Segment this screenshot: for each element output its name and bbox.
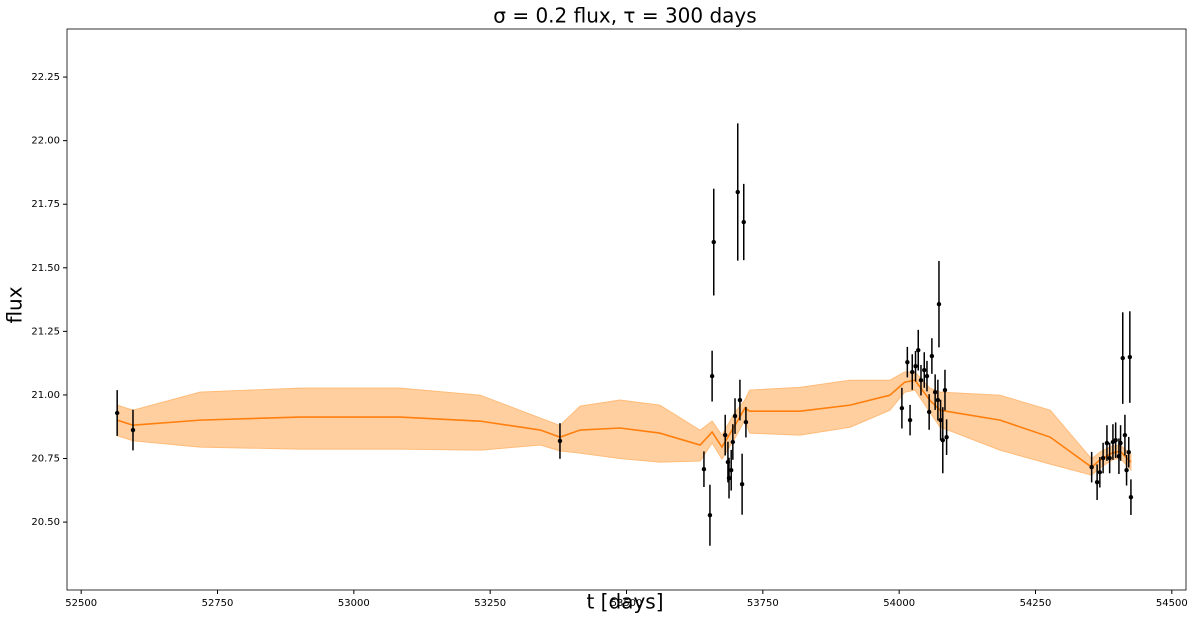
data-point xyxy=(1118,440,1123,446)
y-tick-label: 21.00 xyxy=(31,390,60,401)
data-point xyxy=(732,413,738,419)
data-point xyxy=(114,410,120,416)
data-point xyxy=(899,405,905,411)
data-point xyxy=(918,377,924,383)
x-tick-label: 54500 xyxy=(1156,598,1188,609)
data-point xyxy=(711,239,716,245)
data-point xyxy=(1113,438,1118,443)
data-point xyxy=(922,367,927,373)
data-point xyxy=(739,482,745,487)
data-point xyxy=(737,397,743,403)
data-point xyxy=(741,219,746,225)
data-point xyxy=(743,419,749,425)
data-point xyxy=(1104,440,1110,446)
data-point xyxy=(910,369,915,375)
confidence-band xyxy=(116,371,1132,476)
x-tick-label: 54000 xyxy=(883,598,915,609)
data-point xyxy=(729,468,734,473)
data-point xyxy=(709,373,715,379)
plot-frame xyxy=(66,28,1187,591)
y-tick-label: 21.25 xyxy=(31,326,60,337)
y-tick-label: 21.75 xyxy=(31,199,60,210)
data-point xyxy=(701,467,707,472)
data-point xyxy=(557,438,563,444)
data-point xyxy=(1122,432,1128,438)
data-point xyxy=(1100,455,1106,461)
data-point xyxy=(938,417,943,423)
data-point xyxy=(1124,468,1129,473)
x-tick-label: 53750 xyxy=(747,598,779,609)
data-point xyxy=(935,397,941,403)
data-point xyxy=(723,432,728,438)
x-tick-label: 52500 xyxy=(65,598,97,609)
data-point xyxy=(1089,464,1094,470)
y-tick-label: 20.75 xyxy=(31,454,60,465)
x-tick-label: 53250 xyxy=(474,598,506,609)
data-point xyxy=(932,389,938,395)
data-point xyxy=(929,353,935,359)
data-point xyxy=(1120,355,1125,361)
data-point xyxy=(1126,449,1131,455)
data-point xyxy=(907,417,913,423)
y-tick-label: 20.50 xyxy=(31,517,60,528)
y-axis-label: flux xyxy=(3,286,27,323)
data-point xyxy=(735,189,740,195)
data-point xyxy=(707,513,713,518)
data-point xyxy=(730,439,736,445)
data-point xyxy=(1094,479,1100,485)
data-point xyxy=(924,373,930,379)
data-point xyxy=(936,301,942,307)
y-tick-label: 22.00 xyxy=(31,136,60,147)
y-tick-label: 21.50 xyxy=(31,263,60,274)
data-point xyxy=(942,387,948,393)
data-point xyxy=(916,347,921,353)
x-axis-label: t [days] xyxy=(586,590,663,614)
data-point xyxy=(913,364,918,369)
data-point xyxy=(130,427,136,433)
data-point xyxy=(926,409,932,415)
data-point xyxy=(1128,494,1134,500)
chart-title: σ = 0.2 flux, τ = 300 days xyxy=(493,4,756,28)
x-tick-label: 53000 xyxy=(338,598,370,609)
x-tick-label: 54250 xyxy=(1020,598,1052,609)
data-point xyxy=(1127,354,1133,360)
data-point xyxy=(940,438,945,443)
data-point xyxy=(905,359,910,365)
y-tick-label: 22.25 xyxy=(31,72,60,83)
x-tick-label: 52750 xyxy=(202,598,234,609)
model-line xyxy=(116,379,1132,469)
data-point xyxy=(944,434,949,440)
data-point xyxy=(726,475,732,481)
data-point xyxy=(1107,455,1112,461)
data-point xyxy=(1097,470,1103,475)
x-tick-label: 53500 xyxy=(611,598,643,609)
